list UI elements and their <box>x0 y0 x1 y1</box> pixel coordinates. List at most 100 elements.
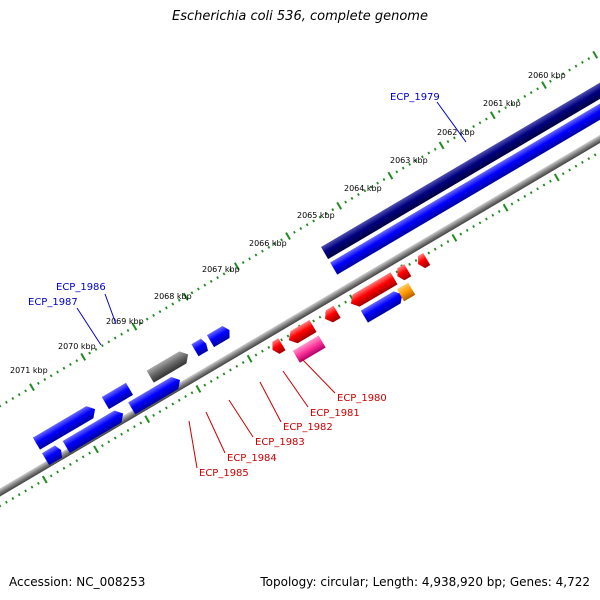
minor-tick <box>517 98 520 102</box>
minor-tick <box>145 317 149 321</box>
minor-tick <box>504 106 507 110</box>
major-tick <box>131 322 138 331</box>
ruler-label: 2067 kbp <box>202 265 240 274</box>
minor-tick <box>94 347 98 351</box>
minor-tick <box>587 57 591 61</box>
minor-tick <box>427 151 431 155</box>
minor-tick <box>113 336 117 340</box>
gene-left-outer-1[interactable] <box>32 403 99 450</box>
feature-track <box>0 54 600 518</box>
long-feature-navy[interactable] <box>321 54 600 260</box>
major-tick <box>592 50 599 59</box>
minor-tick <box>17 393 21 397</box>
ruler-label: 2061 kbp <box>483 99 521 108</box>
major-tick <box>553 173 560 182</box>
minor-tick <box>43 378 47 382</box>
gene-label-ecp-1982[interactable]: ECP_1982 <box>283 422 333 433</box>
gene-label-ecp-1980[interactable]: ECP_1980 <box>337 393 387 404</box>
minor-tick <box>177 298 181 302</box>
gene-left-inner-3[interactable] <box>128 374 183 415</box>
minor-tick <box>152 313 155 317</box>
gene-ecp-1986-feature[interactable] <box>206 324 233 348</box>
minor-tick <box>459 232 463 236</box>
gene-left-inner-1[interactable] <box>42 444 65 466</box>
gene-label-ecp-1985[interactable]: ECP_1985 <box>199 468 249 479</box>
ruler-label: 2071 kbp <box>10 366 48 375</box>
gene-ecp-1980-small[interactable] <box>415 252 431 270</box>
ruler-label: 2063 kbp <box>390 156 428 165</box>
ruler-label: 2070 kbp <box>58 342 96 351</box>
minor-tick <box>529 91 533 95</box>
minor-tick <box>267 345 271 349</box>
minor-tick <box>184 395 187 398</box>
gene-pseudo[interactable] <box>146 348 192 383</box>
minor-tick <box>88 451 91 455</box>
major-tick <box>144 415 151 424</box>
minor-tick <box>446 140 450 144</box>
minor-tick <box>5 400 8 404</box>
gene-label-ecp-1987[interactable]: ECP_1987 <box>28 297 78 308</box>
gene-left-inner-2[interactable] <box>62 407 127 454</box>
minor-tick <box>427 251 431 255</box>
minor-tick <box>593 153 597 157</box>
minor-tick <box>216 376 219 380</box>
minor-tick <box>446 240 450 244</box>
major-tick <box>80 352 87 361</box>
gene-label-ecp-1981[interactable]: ECP_1981 <box>310 408 360 419</box>
minor-tick <box>568 168 571 172</box>
gene-small-blue-1[interactable] <box>191 338 209 357</box>
gene-ecp-1983[interactable] <box>322 305 341 325</box>
major-tick <box>387 171 394 180</box>
gene-label-ecp-1984[interactable]: ECP_1984 <box>227 453 277 464</box>
ruler-label: 2066 kbp <box>249 239 287 248</box>
minor-tick <box>369 185 373 189</box>
minor-tick <box>37 381 40 385</box>
gene-ecp-1981-orange[interactable] <box>396 282 416 302</box>
minor-tick <box>472 225 475 229</box>
minor-tick <box>254 253 258 257</box>
gene-label-ecp-1983[interactable]: ECP_1983 <box>255 437 305 448</box>
minor-tick <box>0 404 2 408</box>
minor-tick <box>414 259 418 263</box>
minor-tick <box>357 193 360 197</box>
gene-ecp-1981-blue[interactable] <box>360 288 406 323</box>
minor-tick <box>510 102 514 106</box>
long-feature-blue[interactable] <box>330 69 600 275</box>
gene-ecp-1980[interactable] <box>394 264 412 282</box>
minor-tick <box>376 181 379 185</box>
major-tick <box>336 201 343 210</box>
minor-tick <box>120 432 123 436</box>
minor-tick <box>549 79 552 83</box>
minor-tick <box>344 300 347 304</box>
minor-tick <box>56 370 59 374</box>
minor-tick <box>75 359 79 363</box>
minor-tick <box>536 187 539 191</box>
minor-tick <box>241 261 245 264</box>
minor-tick <box>17 493 21 497</box>
gene-label-ecp-1986[interactable]: ECP_1986 <box>56 282 106 293</box>
gene-ecp-1985[interactable] <box>269 338 286 356</box>
gene-ecp-1982[interactable] <box>347 272 398 309</box>
minor-tick <box>465 128 469 132</box>
minor-tick <box>273 242 277 246</box>
minor-tick <box>11 496 15 500</box>
minor-tick <box>126 428 130 432</box>
gene-ecp-1987-feature[interactable] <box>101 382 134 410</box>
gene-ecp-1984-pink[interactable] <box>292 335 326 363</box>
ruler-label: 2069 kbp <box>106 317 144 326</box>
minor-tick <box>235 364 239 368</box>
minor-tick <box>581 60 584 64</box>
minor-tick <box>126 328 130 332</box>
gene-ecp-1984[interactable] <box>285 319 317 346</box>
minor-tick <box>497 109 501 113</box>
minor-tick <box>382 177 386 181</box>
major-tick <box>29 383 35 392</box>
gene-label-ecp-1979[interactable]: ECP_1979 <box>390 92 440 103</box>
genome-summary-text: Topology: circular; Length: 4,938,920 bp… <box>260 575 590 589</box>
ruler-label: 2064 kbp <box>344 184 382 193</box>
leader-lines <box>76 101 467 469</box>
minor-tick <box>453 136 456 140</box>
minor-tick <box>581 160 584 164</box>
minor-tick <box>5 500 8 504</box>
